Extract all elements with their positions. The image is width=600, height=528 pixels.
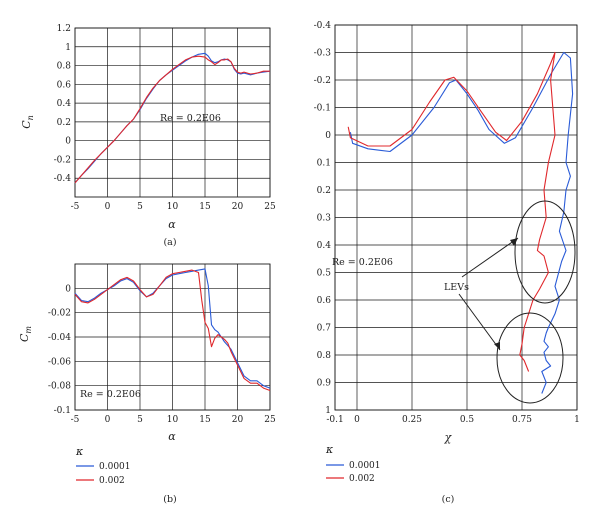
panel-b: -5 0 5 10 15 20 25 0 -0.02 -0.04 -0.06 -0.08 -0.1 Cm… [18, 263, 276, 505]
panel-b-ylabel: Cm [18, 326, 33, 342]
levs-arrowhead-upper [510, 238, 518, 246]
y-tick-label: 0 [65, 137, 71, 147]
panel-c: -0.1 0 0.25 0.5 0.75 1 -0.4 -0.3 -0.2 -0.1 0 0.1 0.2… [314, 21, 580, 505]
panel-b-legend: κ 0.0001 0.002 [75, 445, 131, 486]
x-tick-label: 0.5 [460, 415, 475, 425]
x-tick-label: -0.1 [326, 415, 343, 425]
panel-b-annotation: Re = 0.2E06 [80, 389, 141, 400]
x-tick-label: 20 [232, 202, 244, 212]
panel-b-legend-entry-1: 0.0001 [99, 462, 131, 472]
x-tick-label: 0 [105, 202, 111, 212]
y-tick-label: 0.8 [57, 62, 72, 72]
levs-ellipse-upper [514, 200, 576, 304]
y-tick-label: 0.2 [57, 118, 71, 128]
x-tick-label: -5 [71, 415, 80, 425]
x-tick-label: 5 [137, 202, 143, 212]
series-line-0.0001 [349, 51, 574, 394]
panel-b-legend-entry-2: 0.002 [99, 476, 125, 486]
x-tick-label: 0 [354, 415, 360, 425]
levs-ellipse-lower [496, 312, 564, 404]
y-tick-label: -0.2 [314, 76, 331, 86]
y-tick-label: 0.4 [317, 241, 332, 251]
panel-c-plot: -0.1 0 0.25 0.5 0.75 1 -0.4 -0.3 -0.2 -0.1 0 0.1 0.2… [314, 21, 580, 425]
x-tick-label: 25 [264, 415, 276, 425]
series-line-0.002 [74, 55, 270, 184]
y-tick-label: -0.06 [48, 357, 71, 367]
panel-c-legend-entry-1: 0.0001 [349, 461, 381, 471]
y-tick-label: -0.4 [314, 21, 332, 31]
x-tick-label: 0 [105, 415, 111, 425]
y-tick-label: 0.6 [57, 80, 72, 90]
panel-a: -5 0 5 10 15 20 25 -0.4 -0.2 0 0.2 0.4 0.6 0.8 1 1.2 Cn… [20, 24, 276, 248]
series-line-0.0001 [74, 268, 271, 389]
panel-a-annotation: Re = 0.2E06 [160, 113, 221, 124]
svg-text:Cm: Cm [18, 326, 33, 342]
y-tick-label: 0 [325, 131, 331, 141]
x-tick-label: 0.75 [512, 415, 532, 425]
panel-c-annotation: Re = 0.2E06 [332, 257, 393, 268]
panel-a-plot: -5 0 5 10 15 20 25 -0.4 -0.2 0 0.2 0.4 0.6 0.8 1 1.2 [54, 24, 276, 212]
series-line-0.002 [74, 269, 271, 392]
y-tick-label: 0.3 [317, 214, 332, 224]
y-tick-label: -0.2 [54, 155, 71, 165]
y-tick-label: 0.6 [317, 296, 332, 306]
y-tick-label: -0.4 [54, 174, 72, 184]
plot-frame [74, 27, 271, 198]
y-tick-label: 1 [325, 406, 331, 416]
panel-b-legend-title: κ [75, 445, 84, 458]
y-tick-label: -0.3 [314, 49, 332, 59]
levs-label: LEVs [444, 282, 469, 293]
y-tick-label: -0.1 [314, 104, 331, 114]
x-tick-label: 10 [167, 415, 179, 425]
x-tick-label: 10 [167, 202, 179, 212]
x-tick-label: 15 [199, 415, 211, 425]
y-tick-label: 0.2 [317, 186, 331, 196]
y-tick-label: 0.5 [317, 269, 332, 279]
plot-frame [334, 24, 578, 411]
y-tick-label: 0.8 [317, 351, 332, 361]
y-tick-label: 0.1 [317, 159, 331, 169]
panel-c-caption: (c) [442, 494, 455, 505]
series-line-0.002 [347, 51, 556, 372]
plot-frame [74, 263, 271, 411]
x-tick-label: 5 [137, 415, 143, 425]
y-tick-label: -0.1 [54, 406, 71, 416]
y-tick-label: 1.2 [57, 24, 71, 34]
y-tick-label: -0.04 [48, 333, 71, 343]
x-tick-label: 25 [264, 202, 276, 212]
levs-arrowhead-lower [494, 342, 500, 350]
panel-c-legend-title: κ [325, 443, 334, 456]
panel-b-caption: (b) [163, 494, 177, 505]
panel-a-xlabel: α [168, 218, 176, 231]
x-tick-label: 20 [232, 415, 244, 425]
y-tick-label: -0.08 [48, 382, 71, 392]
levs-arrow-upper [461, 237, 519, 278]
x-tick-label: 0.25 [402, 415, 422, 425]
y-tick-label: 0.7 [317, 324, 332, 334]
levs-arrow-lower [458, 293, 501, 351]
panel-c-legend: κ 0.0001 0.002 [325, 443, 381, 484]
levs-callout: LEVs [444, 200, 576, 404]
panel-a-ylabel: Cn [20, 115, 35, 129]
panel-b-plot: -5 0 5 10 15 20 25 0 -0.02 -0.04 -0.06 -0.08 -0.1 [48, 263, 276, 425]
y-tick-label: -0.02 [48, 309, 71, 319]
svg-text:Cn: Cn [20, 115, 35, 129]
panel-a-caption: (a) [163, 237, 176, 248]
x-tick-label: 15 [199, 202, 211, 212]
y-tick-label: 0 [65, 284, 71, 294]
panel-b-xlabel: α [168, 430, 176, 443]
x-tick-label: -5 [71, 202, 80, 212]
y-tick-label: 1 [65, 43, 71, 53]
panel-c-legend-entry-2: 0.002 [349, 474, 375, 484]
x-tick-label: 1 [574, 415, 580, 425]
y-tick-label: 0.9 [317, 379, 332, 389]
panel-c-xlabel: χ [444, 431, 453, 444]
y-tick-label: 0.4 [57, 99, 72, 109]
